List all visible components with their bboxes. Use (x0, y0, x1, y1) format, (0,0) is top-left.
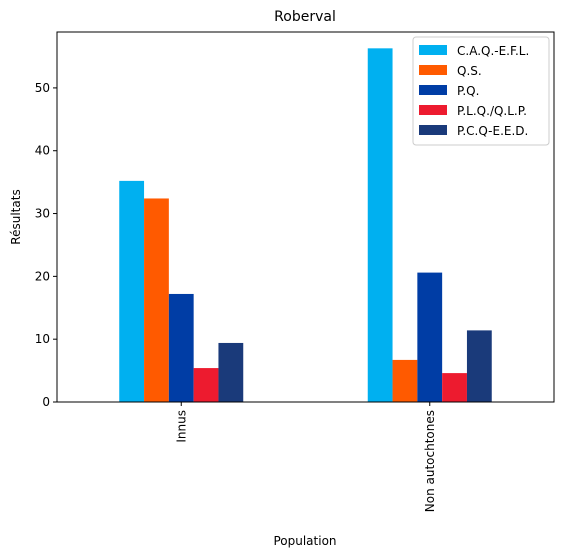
legend-swatch (419, 105, 447, 115)
legend-entry: P.Q. (457, 84, 479, 98)
y-axis: 0 10 20 30 40 50 (35, 81, 57, 409)
legend-swatch (419, 45, 447, 55)
legend-swatch (419, 125, 447, 135)
y-axis-label: Résultats (9, 189, 23, 244)
y-tick-label: 30 (35, 207, 50, 221)
bar (392, 359, 418, 402)
legend-entry: P.L.Q./Q.L.P. (457, 104, 527, 118)
bar (193, 368, 219, 402)
legend-entry: Q.S. (457, 64, 482, 78)
legend-entry: P.C.Q-E.E.D. (457, 124, 528, 138)
bar (144, 198, 169, 402)
y-tick-label: 0 (42, 395, 50, 409)
chart-title: Roberval (274, 9, 336, 25)
bar (119, 180, 145, 402)
legend-box (412, 36, 550, 146)
bar (442, 373, 467, 402)
bar (218, 342, 244, 402)
legend-swatch (419, 65, 447, 75)
bars-group (119, 48, 492, 403)
y-tick-label: 20 (35, 269, 50, 283)
bar (367, 48, 393, 403)
x-tick-label: Innus (174, 410, 188, 443)
bar (466, 330, 492, 402)
plot-frame (56, 31, 555, 403)
legend-swatch (419, 85, 447, 95)
x-axis: Innus Non autochtones (174, 402, 437, 512)
legend-entry: C.A.Q.-E.F.L. (457, 44, 529, 58)
y-tick-label: 40 (35, 144, 50, 158)
legend: C.A.Q.-E.F.L. Q.S. P.Q. P.L.Q./Q.L.P. P.C.Q-… (412, 36, 550, 146)
y-tick-label: 50 (35, 81, 50, 95)
x-axis-label: Population (273, 534, 336, 548)
bar (168, 293, 194, 402)
x-tick-label: Non autochtones (423, 410, 437, 512)
y-tick-label: 10 (35, 332, 50, 346)
bar (417, 272, 443, 402)
